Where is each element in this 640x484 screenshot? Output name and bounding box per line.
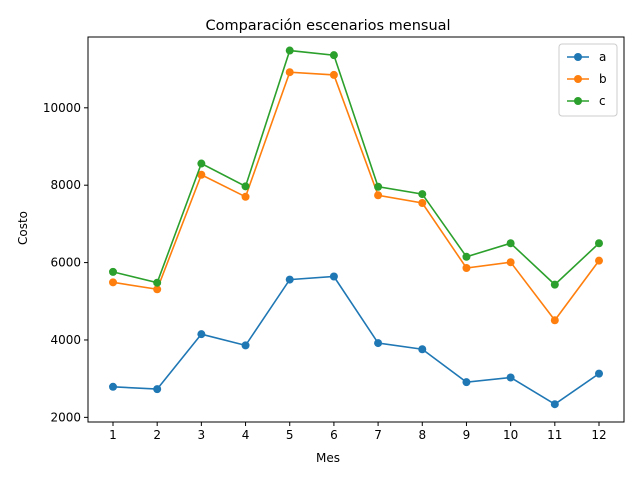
x-tick-label: 11 [547,428,562,442]
data-point-a [374,339,383,348]
data-point-a [285,275,294,284]
x-tick-label: 9 [463,428,471,442]
x-tick-label: 4 [242,428,250,442]
data-point-b [550,316,559,325]
series-line-a [112,275,600,406]
series-line-c [112,49,600,286]
legend-label-b: b [599,72,607,86]
data-point-a [329,272,338,281]
data-point-c [550,280,559,289]
data-point-a [418,345,427,354]
y-tick-label: 8000 [50,178,81,192]
data-point-b [462,264,471,272]
data-point-c [595,239,603,248]
data-point-a [197,330,206,339]
legend-label-c: c [599,94,606,108]
data-point-c [285,46,294,55]
x-tick-label: 12 [591,428,606,442]
data-point-b [197,170,206,179]
data-point-c [241,182,250,191]
data-point-c [462,252,471,261]
data-point-c [329,51,338,60]
legend-label-a: a [599,50,606,64]
legend-marker-a [574,53,582,61]
y-tick-label: 6000 [50,256,81,270]
x-tick-label: 7 [374,428,382,442]
data-point-b [109,278,117,287]
y-tick-label: 10000 [43,101,81,115]
data-point-b [595,256,603,265]
data-point-c [506,239,515,248]
data-point-c [418,190,427,199]
data-point-b [153,285,162,294]
x-tick-label: 6 [330,428,338,442]
data-point-c [197,159,206,168]
data-point-a [109,382,117,391]
data-point-b [329,70,338,79]
x-tick-label: 5 [286,428,294,442]
y-tick-label: 4000 [50,333,81,347]
data-point-b [241,192,250,201]
plot-frame [87,36,625,423]
x-tick-label: 1 [109,428,117,442]
data-point-b [285,68,294,77]
x-axis-label: Mes [316,451,340,465]
data-point-a [462,378,471,387]
legend-marker-c [574,97,582,105]
x-tick-label: 8 [418,428,426,442]
x-tick-label: 2 [153,428,161,442]
data-point-a [241,341,250,350]
x-tick-label: 3 [198,428,206,442]
data-point-a [595,369,603,378]
data-point-a [550,400,559,409]
data-point-c [109,267,117,276]
series-line-b [112,71,600,322]
data-point-b [506,258,515,267]
y-axis-label: Costo [16,211,30,245]
legend-box [558,43,618,117]
data-point-c [374,182,383,191]
x-tick-label: 10 [503,428,518,442]
chart-title: Comparación escenarios mensual [205,18,450,34]
data-point-b [374,191,383,200]
legend-marker-b [574,75,582,83]
data-point-a [153,385,162,394]
data-point-a [506,373,515,382]
y-tick-label: 2000 [50,410,81,424]
data-point-b [418,198,427,207]
data-point-c [153,278,162,287]
